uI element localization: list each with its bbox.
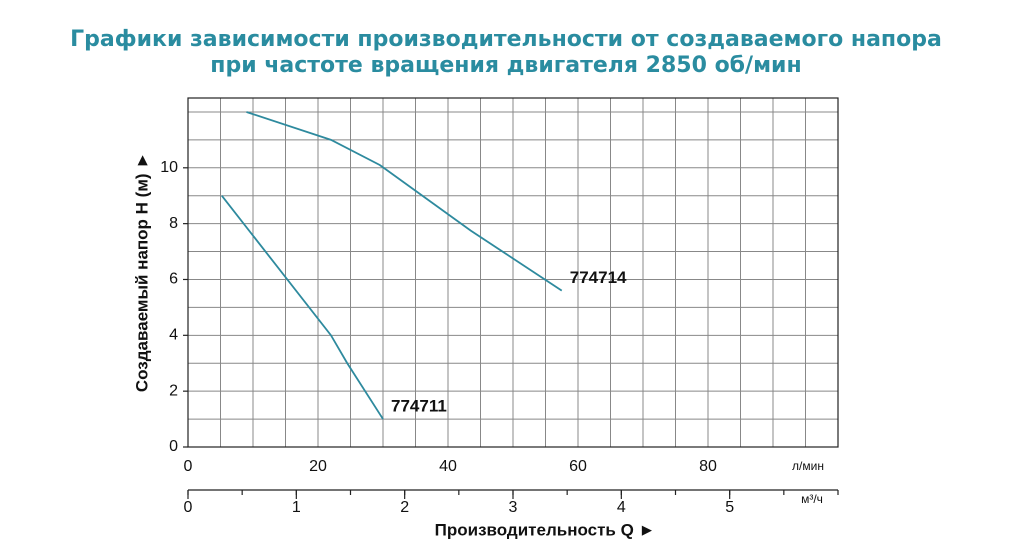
x2-tick-label: 1 — [292, 499, 301, 516]
x-tick-label: 20 — [309, 458, 327, 475]
x2-tick-label: 5 — [725, 499, 734, 516]
y-axis-title: Создаваемый напор Н (м) ► — [132, 152, 151, 392]
chart-subtitle: при частоте вращения двигателя 2850 об/м… — [210, 53, 801, 78]
y-tick-label: 8 — [169, 215, 178, 232]
series-line — [246, 111, 563, 292]
plot-frame — [187, 97, 839, 448]
y-tick-label: 0 — [169, 438, 178, 455]
x-tick-label: 0 — [184, 458, 193, 475]
x2-tick-label: 2 — [400, 499, 409, 516]
x-unit: л/мин — [792, 459, 824, 473]
y-tick-label: 4 — [169, 327, 178, 344]
series-line — [221, 195, 384, 420]
x-tick-label: 80 — [699, 458, 717, 475]
y-tick-label: 2 — [169, 382, 178, 399]
x2-tick-label: 3 — [509, 499, 518, 516]
x2-unit: м³/ч — [801, 492, 823, 506]
x2-tick-label: 0 — [184, 499, 193, 516]
x-tick-label: 40 — [439, 458, 457, 475]
series-label: 774714 — [570, 268, 627, 287]
y-tick-label: 10 — [160, 159, 178, 176]
x-tick-label: 60 — [569, 458, 587, 475]
y-tick-label: 6 — [169, 271, 178, 288]
x2-tick-label: 4 — [617, 499, 626, 516]
series-label: 774711 — [391, 397, 447, 416]
chart-title: Графики зависимости производительности о… — [70, 27, 942, 52]
x-axis-title: Производительность Q ► — [435, 520, 656, 539]
